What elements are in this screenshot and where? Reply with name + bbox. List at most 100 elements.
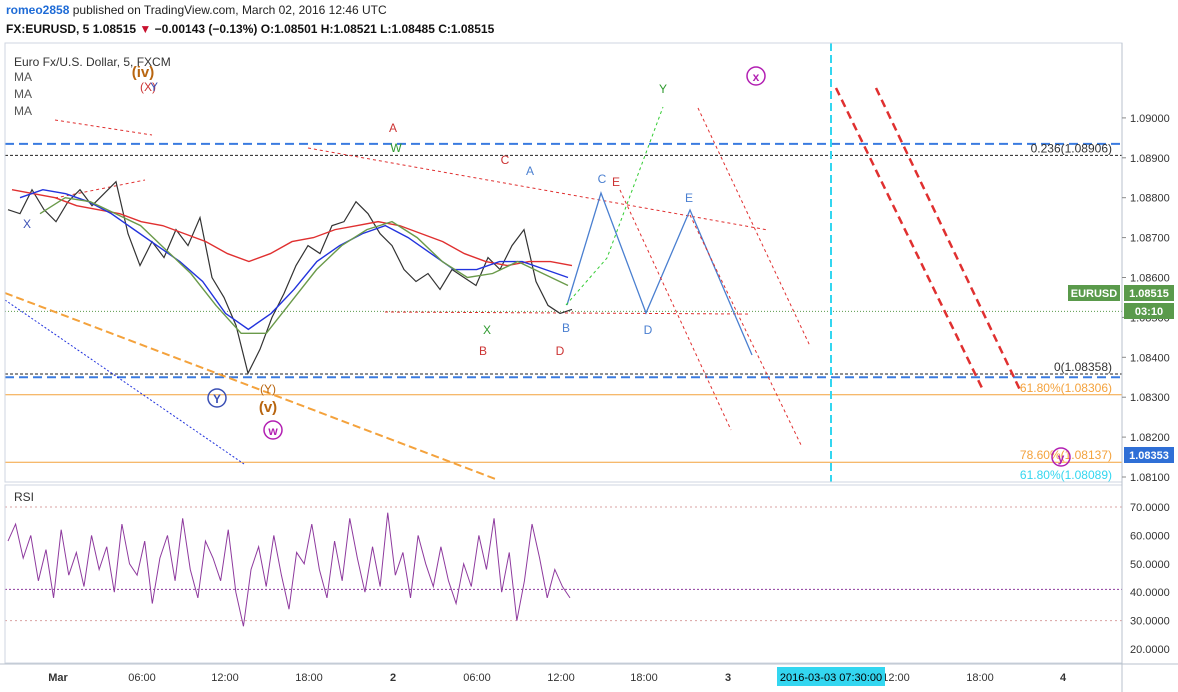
- price-series-line: [7, 180, 573, 375]
- projected-wave-blue: [566, 190, 753, 356]
- moving-average-line: [19, 188, 569, 331]
- rsi-axis-tick-label: 50.0000: [1130, 559, 1170, 571]
- rsi-pane-frame: [4, 484, 1123, 664]
- author-name[interactable]: romeo2858: [6, 3, 70, 17]
- blue-trendline: [4, 299, 245, 465]
- time-highlight-label: 2016-03-03 07:30:00: [780, 672, 882, 684]
- wave-label: Y: [659, 82, 667, 96]
- fib-level-label: 61.80%(1.08306): [1020, 381, 1112, 395]
- time-axis-tick-label: 4: [1060, 672, 1067, 684]
- wave-label: (X): [140, 80, 156, 94]
- time-axis-tick-label: 12:00: [211, 672, 239, 684]
- wave-label: w: [267, 424, 278, 438]
- rsi-title: RSI: [14, 490, 34, 504]
- wave-label: B: [562, 321, 570, 335]
- wave-label: x: [753, 70, 760, 84]
- rsi-axis-tick-label: 30.0000: [1130, 616, 1170, 628]
- price-pane-frame: [4, 42, 1123, 483]
- time-axis-tick-label: 18:00: [295, 672, 323, 684]
- time-highlight-box: [777, 667, 885, 686]
- price-tag-value: 03:10: [1135, 306, 1163, 318]
- price-axis-tick-label: 1.08800: [1130, 193, 1170, 205]
- wave-label: E: [612, 175, 620, 189]
- indicator-label: MA: [14, 87, 32, 101]
- wave-label: y: [1058, 451, 1065, 465]
- time-axis-tick-label: 18:00: [630, 672, 658, 684]
- wave-label: W: [390, 141, 402, 155]
- wave-label-circle: [1051, 447, 1071, 467]
- rsi-series-line: [7, 512, 571, 627]
- rsi-axis-tick-label: 70.0000: [1130, 502, 1170, 514]
- rsi-axis-tick-label: 60.0000: [1130, 530, 1170, 542]
- projected-drop-bold-1: [834, 87, 984, 389]
- wave-label-circle: [263, 420, 283, 440]
- chart-title: Euro Fx/U.S. Dollar, 5, FXCM: [14, 55, 171, 69]
- wave-label: D: [644, 323, 653, 337]
- projected-drop-1: [697, 107, 811, 347]
- time-axis-tick-label: 12:00: [547, 672, 575, 684]
- wave-label: A: [526, 164, 534, 178]
- symbol-label: FX:EURUSD, 5: [6, 22, 90, 36]
- triangle-lower-trendline: [384, 311, 749, 315]
- wave-label: E: [685, 191, 693, 205]
- rsi-axis-tick-label: 40.0000: [1130, 587, 1170, 599]
- wave-label: B: [479, 344, 487, 358]
- indicator-label: MA: [14, 104, 32, 118]
- time-axis-tick-label: Mar: [48, 672, 68, 684]
- wave-label: (iv): [132, 64, 155, 81]
- publish-header: romeo2858 published on TradingView.com, …: [6, 3, 387, 17]
- ohlc-values: O:1.08501 H:1.08521 L:1.08485 C:1.08515: [260, 22, 495, 36]
- price-tag-box: [1124, 447, 1174, 463]
- projected-wave-green: [565, 106, 664, 306]
- fib-level-label: 78.60%(1.08137): [1020, 448, 1112, 462]
- wave-label: C: [501, 153, 510, 167]
- wave-label: (v): [259, 399, 277, 416]
- price-axis-tick-label: 1.08100: [1130, 472, 1170, 484]
- wave-label: A: [389, 121, 397, 135]
- down-arrow-icon: ▼: [139, 22, 152, 36]
- projected-drop-bold-2: [874, 87, 1022, 391]
- price-tag-symbol-box: [1068, 285, 1120, 301]
- price-tag-symbol: EURUSD: [1071, 288, 1118, 300]
- projected-drop-2: [619, 189, 732, 431]
- time-axis-tick-label: 18:00: [966, 672, 994, 684]
- publish-info: published on TradingView.com, March 02, …: [72, 3, 387, 17]
- moving-average-line: [39, 196, 569, 335]
- price-tag-value: 1.08515: [1129, 288, 1169, 300]
- rsi-axis-tick-label: 20.0000: [1130, 644, 1170, 656]
- time-axis-tick-label: 06:00: [463, 672, 491, 684]
- fib-level-label: 0(1.08358): [1054, 360, 1112, 374]
- wave-label: C: [598, 172, 607, 186]
- price-axis-tick-label: 1.08300: [1130, 392, 1170, 404]
- price-axis-tick-label: 1.08700: [1130, 233, 1170, 245]
- price-pane: Euro Fx/U.S. Dollar, 5, FXCMMAMAMA0.236(…: [4, 43, 1122, 482]
- price-axis-tick-label: 1.09000: [1130, 113, 1170, 125]
- wave-label: Y: [150, 80, 158, 94]
- last-price: 1.08515: [92, 22, 137, 36]
- wave-label: X: [23, 217, 31, 231]
- price-axis-tick-label: 1.08200: [1130, 432, 1170, 444]
- time-axis-tick-label: 06:00: [128, 672, 156, 684]
- symbol-quote-line: FX:EURUSD, 5 1.08515 ▼ −0.00143 (−0.13%)…: [6, 22, 494, 36]
- orange-trendline: [4, 292, 499, 481]
- axes-layer: 1.09000 1.08900 1.08800 1.08700 1.08600 1.085…: [0, 42, 1178, 692]
- wave-label-circle: [746, 66, 766, 86]
- wave-label: X: [483, 323, 491, 337]
- price-tag-box: [1124, 285, 1174, 301]
- rsi-pane: RSI: [5, 490, 1122, 627]
- fib-level-label: 0.236(1.08906): [1031, 141, 1112, 155]
- price-change: −0.00143 (−0.13%): [154, 22, 258, 36]
- price-axis-tick-label: 1.08400: [1130, 352, 1170, 364]
- time-axis-tick-label: 12:00: [882, 672, 910, 684]
- price-tag-box: [1124, 303, 1174, 319]
- triangle-upper-trendline: [307, 147, 769, 231]
- price-axis-tick-label: 1.08900: [1130, 153, 1170, 165]
- wave-label: Y: [213, 392, 221, 406]
- wave-label-circle: [207, 388, 227, 408]
- price-axis-tick-label: 1.08600: [1130, 273, 1170, 285]
- price-tag-value: 1.08353: [1129, 450, 1169, 462]
- time-axis-tick-label: 2: [390, 672, 396, 684]
- indicator-label: MA: [14, 70, 32, 84]
